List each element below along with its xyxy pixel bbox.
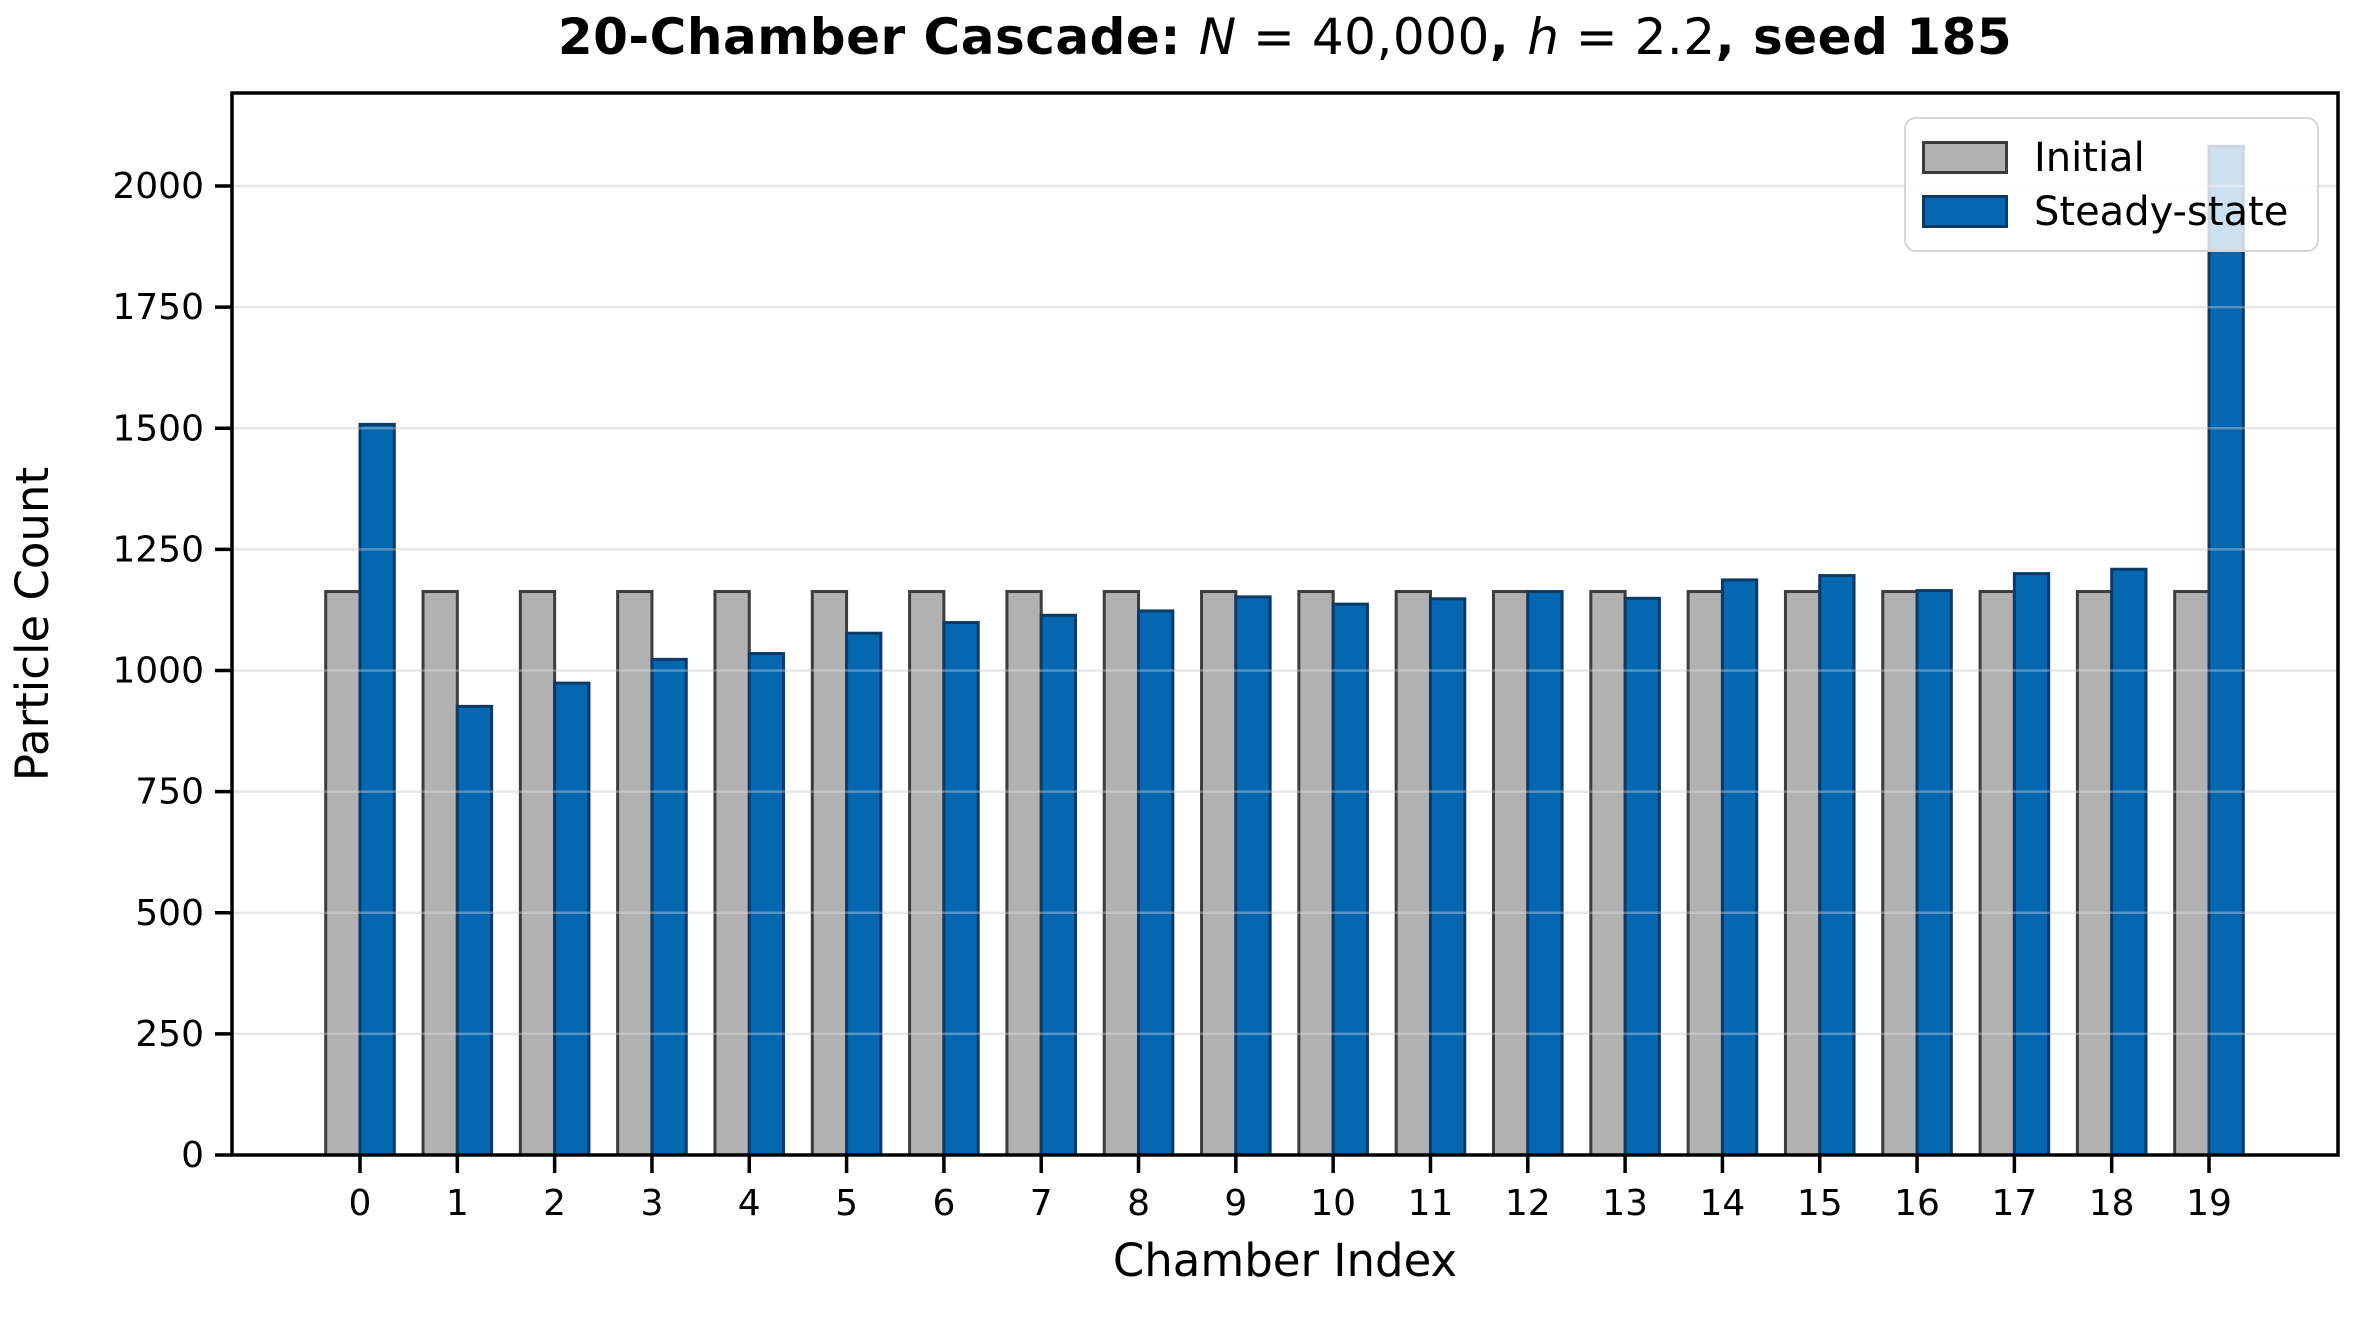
- bar: [2173, 590, 2211, 1157]
- x-tick-label: 7: [1030, 1183, 1053, 1224]
- x-tick-label: 15: [1797, 1183, 1843, 1224]
- bar: [1331, 602, 1369, 1157]
- x-axis: 0 1 2 3 4 5 6 7 8 9 10 11 12 13 14 15 16 17 18 19: [349, 1155, 2232, 1224]
- x-tick-label: 0: [349, 1183, 372, 1224]
- bar: [1915, 589, 1953, 1157]
- x-tick-label: 1: [446, 1183, 469, 1224]
- y-tick-label: 500: [135, 893, 204, 934]
- y-tick-label: 250: [135, 1014, 204, 1055]
- y-tick-label: 1000: [112, 651, 204, 692]
- x-tick-label: 13: [1602, 1183, 1648, 1224]
- legend-item-steady-state: Steady-state: [1922, 192, 2317, 232]
- bar: [1137, 609, 1175, 1157]
- bar: [2207, 144, 2245, 1157]
- y-axis: 0 250 500 750 1000 1250 1500 1750 2000: [112, 166, 232, 1176]
- x-tick-label: 14: [1700, 1183, 1746, 1224]
- bar: [1200, 590, 1238, 1157]
- title-segment: N: [1198, 8, 1237, 66]
- y-tick-label: 1500: [112, 408, 204, 449]
- bar: [421, 590, 459, 1157]
- x-tick-label: 16: [1894, 1183, 1940, 1224]
- legend: Initial Steady-state: [1904, 117, 2319, 252]
- y-axis-label: Particle Count: [6, 467, 59, 781]
- bar: [1102, 590, 1141, 1157]
- bar: [1297, 590, 1335, 1157]
- y-tick-label: 1250: [112, 529, 204, 570]
- bar: [1881, 590, 1919, 1157]
- title-segment: ,: [1489, 8, 1528, 66]
- bar: [1005, 590, 1043, 1157]
- x-tick-label: 18: [2089, 1183, 2135, 1224]
- x-tick-label: 19: [2186, 1183, 2232, 1224]
- steady-state-swatch-icon: [1922, 195, 2008, 228]
- x-axis-label: Chamber Index: [1113, 1234, 1457, 1287]
- bar: [1526, 590, 1564, 1157]
- bar: [908, 590, 946, 1157]
- bar: [1428, 597, 1467, 1157]
- y-tick-label: 2000: [112, 166, 204, 207]
- x-tick-label: 17: [1991, 1183, 2037, 1224]
- bar: [2110, 567, 2148, 1157]
- bar: [1623, 596, 1661, 1157]
- bar: [747, 652, 786, 1157]
- x-tick-label: 3: [640, 1183, 663, 1224]
- bar: [455, 704, 494, 1157]
- bar: [942, 621, 980, 1157]
- legend-item-initial: Initial: [1922, 138, 2317, 178]
- x-tick-label: 2: [543, 1183, 566, 1224]
- bar: [1783, 590, 1822, 1157]
- bar: [1720, 578, 1759, 1157]
- y-tick-label: 1750: [112, 287, 204, 328]
- title-segment: 20-Chamber Cascade:: [557, 8, 1199, 66]
- bar: [358, 422, 396, 1157]
- x-tick-label: 9: [1224, 1183, 1247, 1224]
- x-tick-label: 12: [1505, 1183, 1551, 1224]
- bar: [1978, 590, 2016, 1157]
- chart-title: 20-Chamber Cascade: N = 40,000, h = 2.2,…: [232, 8, 2338, 66]
- bar: [2075, 590, 2114, 1157]
- x-tick-label: 10: [1310, 1183, 1356, 1224]
- bar: [616, 590, 654, 1157]
- bar: [553, 681, 591, 1157]
- x-tick-label: 6: [932, 1183, 955, 1224]
- bar: [845, 631, 883, 1157]
- bar: [324, 590, 362, 1157]
- bar: [1491, 590, 1530, 1157]
- gridlines-overlay: [232, 184, 2338, 1036]
- x-tick-label: 5: [835, 1183, 858, 1224]
- legend-label-initial: Initial: [2034, 134, 2145, 181]
- x-tick-label: 4: [738, 1183, 761, 1224]
- bar: [1039, 613, 1078, 1157]
- axes-frame: [230, 91, 2340, 1157]
- title-segment: h: [1527, 8, 1560, 66]
- legend-label-steady-state: Steady-state: [2034, 188, 2289, 235]
- title-segment: = 2.2: [1559, 8, 1716, 66]
- bar: [1686, 590, 1724, 1157]
- bar: [518, 590, 557, 1157]
- initial-swatch-icon: [1922, 141, 2008, 174]
- bar: [650, 657, 688, 1157]
- title-segment: , seed 185: [1715, 8, 2013, 66]
- bar: [1589, 590, 1627, 1157]
- bar: [1818, 574, 1856, 1157]
- bar: [1394, 590, 1432, 1157]
- bar: [810, 590, 849, 1157]
- bars-steady-state: [358, 144, 2245, 1157]
- x-tick-label: 11: [1408, 1183, 1454, 1224]
- bar: [2012, 572, 2051, 1157]
- x-tick-label: 8: [1127, 1183, 1150, 1224]
- y-tick-label: 0: [181, 1135, 204, 1176]
- y-tick-label: 750: [135, 772, 204, 813]
- title-segment: = 40,000: [1236, 8, 1490, 66]
- bar: [713, 590, 751, 1157]
- bar: [1234, 595, 1272, 1157]
